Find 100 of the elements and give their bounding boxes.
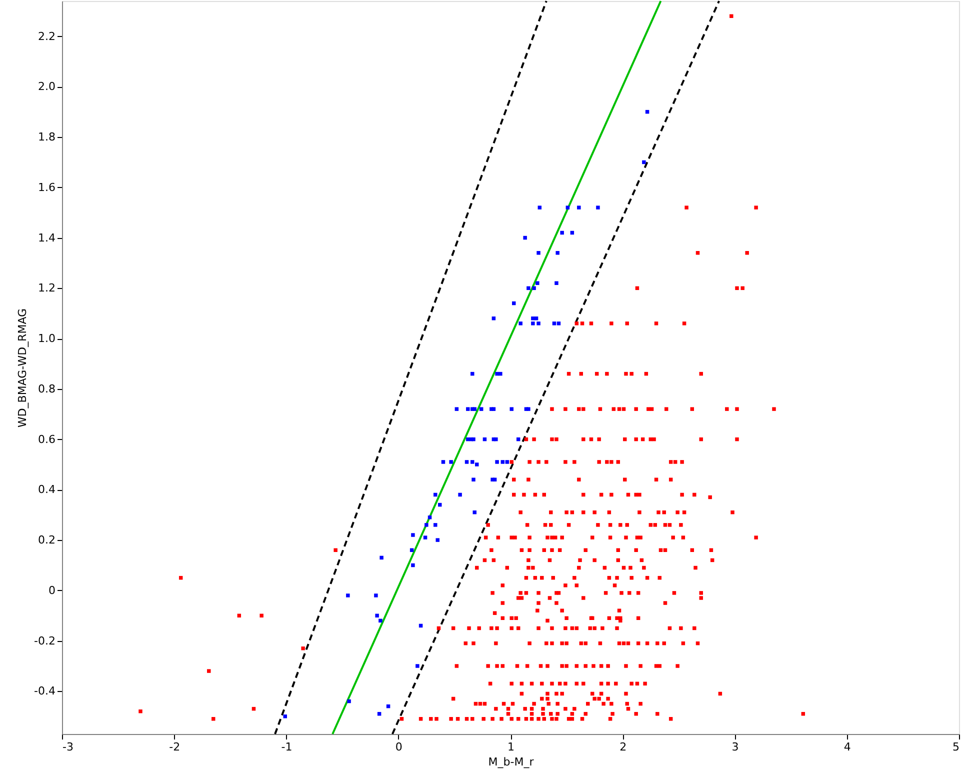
point xyxy=(735,437,739,442)
point xyxy=(730,14,734,18)
point xyxy=(590,536,594,540)
point xyxy=(630,372,634,376)
point xyxy=(550,682,554,686)
point xyxy=(676,510,680,514)
point xyxy=(740,286,744,290)
point xyxy=(490,626,494,630)
point xyxy=(560,230,564,235)
point xyxy=(554,692,558,696)
point xyxy=(578,558,582,562)
point xyxy=(572,706,576,711)
point xyxy=(572,460,576,464)
point xyxy=(664,407,668,411)
point xyxy=(530,717,534,721)
point xyxy=(618,618,622,623)
point xyxy=(523,706,527,711)
point xyxy=(466,407,470,411)
point xyxy=(560,536,564,540)
point xyxy=(500,717,504,721)
point xyxy=(500,460,505,464)
point xyxy=(630,682,634,686)
point xyxy=(610,322,614,326)
point xyxy=(610,492,614,497)
point xyxy=(624,372,628,376)
point xyxy=(653,523,658,527)
point xyxy=(699,596,703,600)
point xyxy=(536,717,540,721)
point xyxy=(608,717,612,721)
point xyxy=(638,664,642,668)
point xyxy=(676,664,680,668)
point xyxy=(494,706,498,711)
point xyxy=(624,692,628,696)
point xyxy=(636,591,640,595)
point xyxy=(410,548,414,552)
point xyxy=(709,548,714,552)
point xyxy=(574,584,579,588)
point xyxy=(492,611,497,615)
point xyxy=(638,492,642,497)
point xyxy=(492,407,496,411)
point xyxy=(690,407,694,411)
point xyxy=(564,682,568,686)
point xyxy=(436,538,440,542)
point xyxy=(536,608,540,612)
y-tick-label: 0 xyxy=(48,584,56,597)
point xyxy=(540,682,544,686)
point xyxy=(554,717,558,721)
x-tick-label: -1 xyxy=(281,740,292,754)
point xyxy=(616,548,620,552)
point xyxy=(564,616,568,620)
point xyxy=(663,548,668,552)
point xyxy=(577,206,581,210)
point xyxy=(566,523,571,527)
x-tick-label: 1 xyxy=(508,740,514,754)
point xyxy=(730,510,734,514)
point xyxy=(518,510,522,514)
point xyxy=(696,251,700,255)
point xyxy=(467,626,471,630)
point xyxy=(540,696,544,701)
point xyxy=(735,407,739,411)
point xyxy=(624,664,628,668)
point xyxy=(301,646,305,650)
point xyxy=(582,682,586,686)
point xyxy=(543,523,548,527)
point xyxy=(617,407,622,411)
point xyxy=(550,717,554,721)
point xyxy=(536,591,540,595)
point xyxy=(658,548,663,552)
point xyxy=(772,407,776,411)
point xyxy=(546,692,550,696)
point xyxy=(694,566,698,570)
point xyxy=(656,712,660,716)
y-axis-title: WD_BMAG-WD_RMAG xyxy=(16,308,30,428)
point xyxy=(570,717,574,721)
point xyxy=(642,566,646,570)
y-tick-label: -0.2 xyxy=(34,634,56,648)
point xyxy=(692,492,696,497)
point xyxy=(138,709,142,714)
point xyxy=(531,566,535,570)
point xyxy=(617,608,622,612)
point xyxy=(615,626,619,630)
point xyxy=(495,664,499,668)
point xyxy=(564,706,568,711)
point xyxy=(495,626,499,630)
point xyxy=(627,591,632,595)
point xyxy=(375,614,379,618)
point xyxy=(532,437,536,442)
point xyxy=(668,478,673,482)
point xyxy=(434,717,438,721)
point xyxy=(470,460,474,464)
point xyxy=(550,641,554,646)
point xyxy=(597,696,601,701)
point xyxy=(554,281,558,285)
point xyxy=(510,460,514,464)
point xyxy=(472,437,476,442)
point xyxy=(596,206,600,210)
point xyxy=(472,478,476,482)
point xyxy=(602,702,606,706)
point xyxy=(510,407,514,411)
point xyxy=(558,548,562,552)
